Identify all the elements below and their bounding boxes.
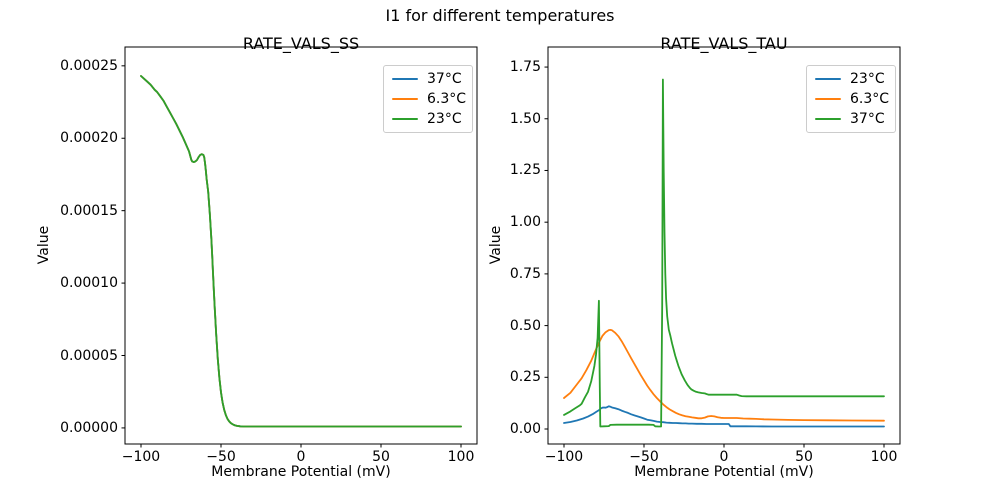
series-line-63c <box>563 328 885 422</box>
x-tick-label: 100 <box>447 449 475 465</box>
left-plot-ylabel: Value <box>36 225 52 265</box>
x-tick-label: −100 <box>544 449 584 465</box>
legend-line-swatch <box>815 97 841 101</box>
right-plot-legend: 23°C 6.3°C 37°C <box>806 65 896 133</box>
left-plot-xlabel: Membrane Potential (mV) <box>211 464 391 480</box>
y-tick-label: 0.50 <box>509 317 541 334</box>
legend-label: 37°C <box>427 71 462 87</box>
y-tick-label: 0.25 <box>509 369 541 386</box>
series-line-23c <box>563 405 885 428</box>
x-tick-label: 50 <box>372 449 390 465</box>
x-tick-label: 100 <box>870 449 898 465</box>
y-tick-label: 0.00010 <box>60 275 118 292</box>
right-plot-xlabel: Membrane Potential (mV) <box>634 464 814 480</box>
y-tick-label: 0.00000 <box>60 419 118 436</box>
left-plot-title: RATE_VALS_SS <box>242 34 360 53</box>
x-tick-label: −100 <box>121 449 161 465</box>
series-line-37c <box>563 78 885 428</box>
x-tick-label: 0 <box>719 449 729 465</box>
legend-line-swatch <box>392 117 418 121</box>
legend-item: 6.3°C <box>807 89 895 109</box>
legend-label: 6.3°C <box>850 91 890 107</box>
legend-item: 37°C <box>384 69 472 89</box>
y-tick-label: 1.50 <box>509 110 541 127</box>
legend-item: 6.3°C <box>384 89 472 109</box>
left-plot-legend: 37°C 6.3°C 23°C <box>383 65 473 133</box>
right-plot-title: RATE_VALS_TAU <box>660 34 788 53</box>
legend-item: 23°C <box>384 109 472 129</box>
legend-line-swatch <box>815 77 841 81</box>
legend-label: 6.3°C <box>427 91 467 107</box>
x-tick-label: 0 <box>296 449 306 465</box>
y-tick-label: 1.00 <box>509 214 541 231</box>
legend-label: 23°C <box>850 71 885 87</box>
y-tick-label: 0.00020 <box>60 130 118 147</box>
x-tick-label: −50 <box>206 449 236 465</box>
axes-frame <box>547 46 901 445</box>
y-tick-label: 1.75 <box>509 59 541 76</box>
y-tick-label: 0.00005 <box>60 347 118 364</box>
legend-item: 37°C <box>807 109 895 129</box>
y-tick-label: 1.25 <box>509 162 541 179</box>
legend-item: 23°C <box>807 69 895 89</box>
x-tick-label: −50 <box>629 449 659 465</box>
right-plot-ylabel: Value <box>488 225 504 265</box>
axes-frame <box>124 46 478 445</box>
legend-label: 23°C <box>427 111 462 127</box>
series-line-23c <box>140 75 462 428</box>
y-tick-label: 0.00 <box>509 421 541 437</box>
legend-line-swatch <box>392 97 418 101</box>
legend-line-swatch <box>815 117 841 121</box>
figure-title: I1 for different temperatures <box>385 6 615 25</box>
legend-label: 37°C <box>850 111 885 127</box>
y-tick-label: 0.75 <box>509 265 541 282</box>
y-tick-label: 0.00025 <box>60 57 118 74</box>
x-tick-label: 50 <box>795 449 813 465</box>
y-tick-label: 0.00015 <box>60 202 118 219</box>
legend-line-swatch <box>392 77 418 81</box>
